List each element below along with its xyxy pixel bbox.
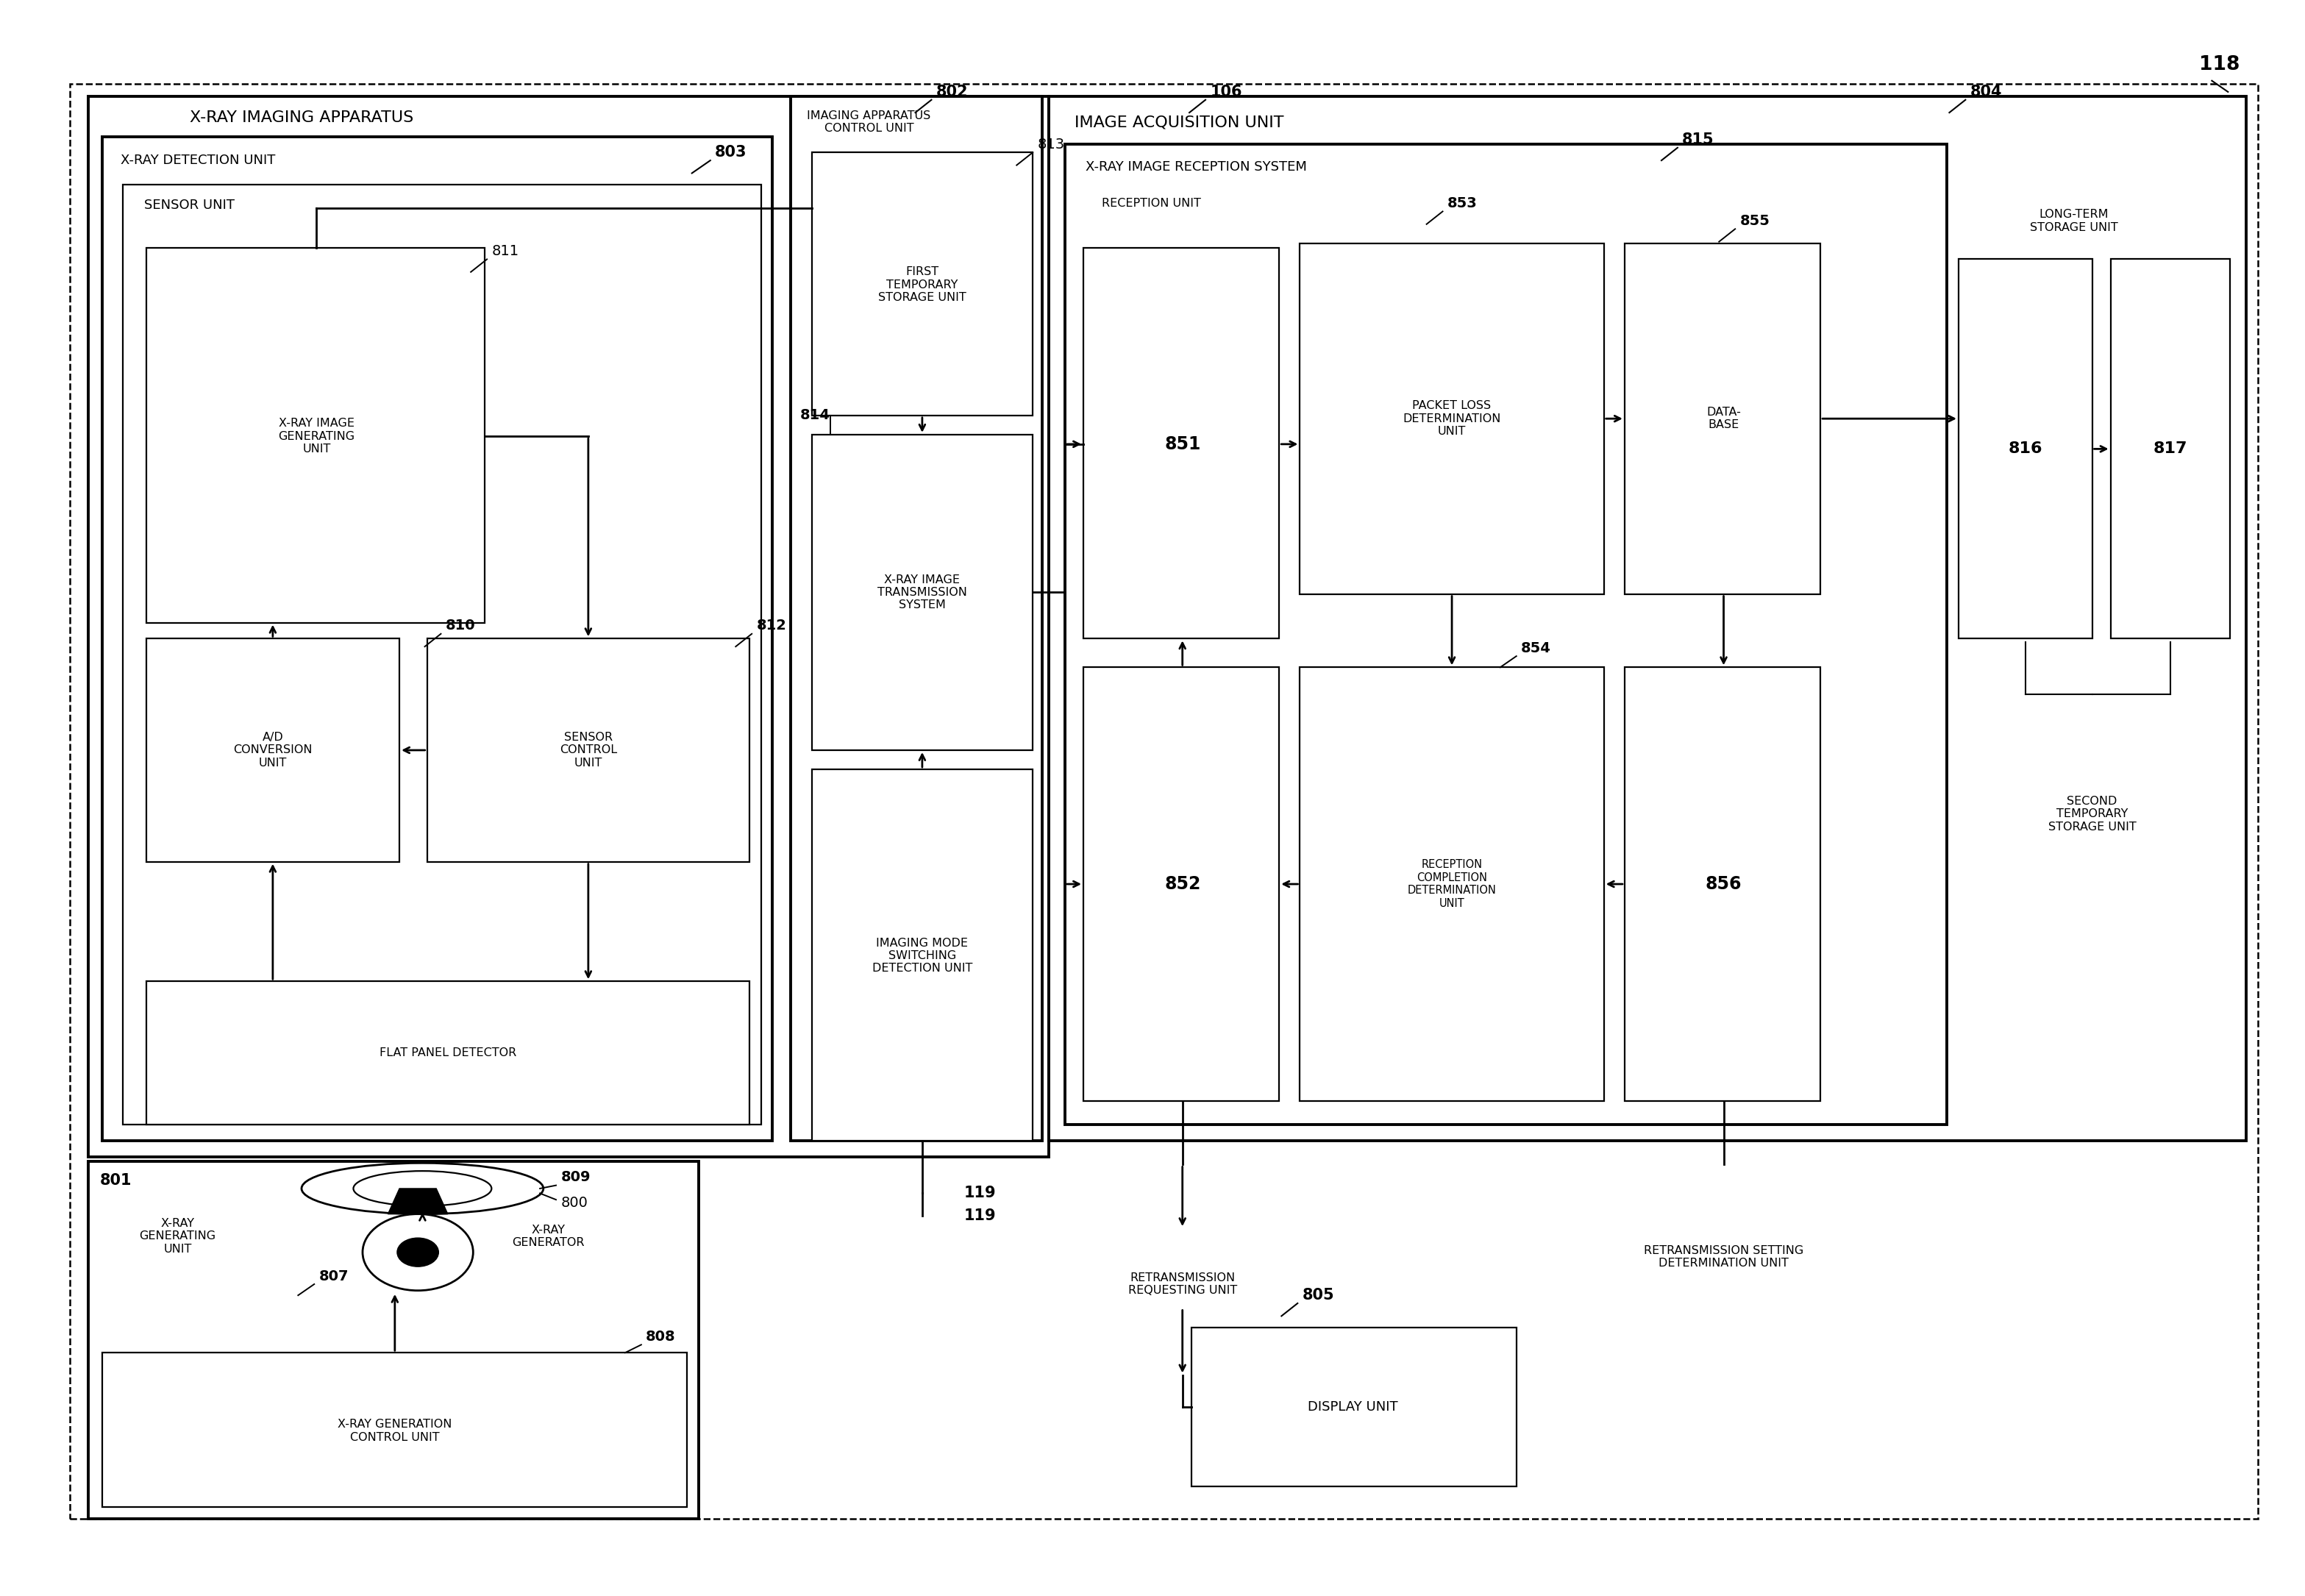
Bar (1959, 259, 2093, 638)
Text: RECEPTION UNIT: RECEPTION UNIT (1102, 198, 1201, 209)
Text: A/D
CONVERSION
UNIT: A/D CONVERSION UNIT (233, 733, 311, 769)
Text: 854: 854 (1521, 642, 1551, 654)
Bar (1083, 667, 1279, 1101)
Bar (122, 184, 761, 1125)
Text: 801: 801 (99, 1173, 131, 1187)
Text: 856: 856 (1706, 875, 1743, 892)
Text: 119: 119 (963, 1208, 996, 1223)
Bar (1300, 667, 1604, 1101)
Text: 118: 118 (2199, 56, 2240, 75)
Text: 816: 816 (2008, 442, 2042, 456)
Bar (426, 638, 749, 862)
Bar (88, 97, 1049, 1157)
Text: 852: 852 (1164, 875, 1201, 892)
Text: 855: 855 (1740, 214, 1770, 228)
Text: IMAGE ACQUISITION UNIT: IMAGE ACQUISITION UNIT (1074, 115, 1284, 129)
Text: LONG-TERM
STORAGE UNIT: LONG-TERM STORAGE UNIT (2031, 209, 2118, 233)
Text: 851: 851 (1164, 436, 1201, 453)
Bar (1065, 145, 1948, 1125)
Text: 805: 805 (1302, 1288, 1335, 1302)
Text: 812: 812 (756, 619, 786, 634)
Bar (101, 1353, 687, 1507)
Polygon shape (387, 1189, 447, 1215)
Bar (1625, 667, 1821, 1101)
Text: X-RAY IMAGE
GENERATING
UNIT: X-RAY IMAGE GENERATING UNIT (279, 418, 355, 455)
Text: X-RAY
GENERATING
UNIT: X-RAY GENERATING UNIT (138, 1218, 217, 1254)
Text: FLAT PANEL DETECTOR: FLAT PANEL DETECTOR (380, 1047, 516, 1058)
Bar (1192, 1328, 1517, 1486)
Text: 807: 807 (318, 1269, 348, 1283)
Text: 119: 119 (963, 1186, 996, 1200)
Bar (101, 137, 772, 1141)
Text: RECEPTION
COMPLETION
DETERMINATION
UNIT: RECEPTION COMPLETION DETERMINATION UNIT (1408, 859, 1496, 908)
Text: 804: 804 (1971, 85, 2003, 99)
Bar (811, 153, 1033, 415)
Bar (1300, 243, 1604, 594)
Text: IMAGING APPARATUS
CONTROL UNIT: IMAGING APPARATUS CONTROL UNIT (807, 110, 931, 134)
Bar (791, 97, 1042, 1141)
Text: 808: 808 (645, 1329, 675, 1344)
Bar (1625, 243, 1821, 594)
Bar (88, 1162, 698, 1518)
Text: X-RAY IMAGE RECEPTION SYSTEM: X-RAY IMAGE RECEPTION SYSTEM (1086, 160, 1307, 174)
Bar (811, 769, 1033, 1141)
Bar (69, 85, 2259, 1518)
Text: RETRANSMISSION SETTING
DETERMINATION UNIT: RETRANSMISSION SETTING DETERMINATION UNI… (1643, 1245, 1803, 1269)
Text: 803: 803 (715, 145, 747, 160)
Text: 800: 800 (560, 1195, 588, 1210)
Text: 817: 817 (2153, 442, 2187, 456)
Bar (145, 247, 484, 622)
Text: X-RAY
GENERATOR: X-RAY GENERATOR (512, 1224, 585, 1248)
Text: 815: 815 (1683, 132, 1715, 147)
Text: 809: 809 (560, 1170, 590, 1184)
Text: 813: 813 (1037, 137, 1065, 152)
Text: SENSOR
CONTROL
UNIT: SENSOR CONTROL UNIT (560, 733, 618, 769)
Text: 810: 810 (445, 619, 475, 634)
Text: 814: 814 (800, 409, 830, 423)
Text: X-RAY IMAGE
TRANSMISSION
SYSTEM: X-RAY IMAGE TRANSMISSION SYSTEM (878, 575, 968, 611)
Bar (811, 434, 1033, 750)
Bar (2111, 259, 2231, 638)
Bar (145, 638, 399, 862)
Text: SENSOR UNIT: SENSOR UNIT (143, 198, 235, 212)
Text: 802: 802 (936, 85, 968, 99)
Text: 811: 811 (491, 244, 519, 259)
Text: 106: 106 (1210, 85, 1242, 99)
Bar (1083, 247, 1279, 638)
Text: X-RAY DETECTION UNIT: X-RAY DETECTION UNIT (120, 153, 277, 168)
Circle shape (396, 1238, 438, 1267)
Text: X-RAY GENERATION
CONTROL UNIT: X-RAY GENERATION CONTROL UNIT (339, 1419, 452, 1443)
Text: FIRST
TEMPORARY
STORAGE UNIT: FIRST TEMPORARY STORAGE UNIT (878, 267, 966, 303)
Text: RETRANSMISSION
REQUESTING UNIT: RETRANSMISSION REQUESTING UNIT (1127, 1272, 1238, 1296)
Text: IMAGING MODE
SWITCHING
DETECTION UNIT: IMAGING MODE SWITCHING DETECTION UNIT (871, 937, 973, 974)
Text: SECOND
TEMPORARY
STORAGE UNIT: SECOND TEMPORARY STORAGE UNIT (2049, 796, 2137, 832)
Bar (145, 982, 749, 1125)
Text: 853: 853 (1448, 196, 1478, 211)
Text: DATA-
BASE: DATA- BASE (1706, 407, 1740, 431)
Text: X-RAY IMAGING APPARATUS: X-RAY IMAGING APPARATUS (189, 110, 413, 124)
Bar (1049, 97, 2247, 1141)
Text: DISPLAY UNIT: DISPLAY UNIT (1307, 1400, 1397, 1414)
Text: PACKET LOSS
DETERMINATION
UNIT: PACKET LOSS DETERMINATION UNIT (1404, 401, 1501, 437)
